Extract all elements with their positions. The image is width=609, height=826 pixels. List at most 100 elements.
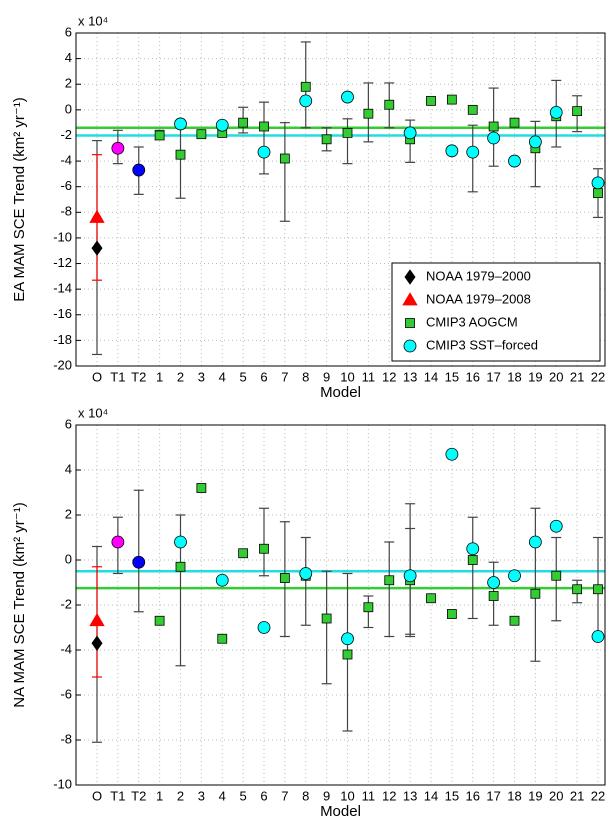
y-tick-label: -4 (60, 641, 72, 656)
data-point (215, 118, 229, 132)
x-tick-label: T1 (110, 369, 125, 384)
x-tick-label: 17 (486, 369, 500, 384)
data-point (549, 106, 563, 119)
data-point (257, 145, 271, 159)
data-point (508, 569, 521, 583)
data-point (89, 209, 105, 223)
x-tick-label: 5 (240, 788, 247, 803)
x-tick-label: 20 (549, 369, 563, 384)
data-point (509, 615, 520, 626)
x-tick-label: 22 (591, 788, 605, 803)
x-tick-label: 7 (281, 788, 288, 803)
plot-frame (75, 32, 606, 367)
error-bar (342, 118, 353, 165)
x-tick-label: 18 (507, 788, 521, 803)
legend-marker (403, 339, 417, 353)
data-point (279, 573, 290, 583)
x-tick-label: 4 (219, 369, 226, 384)
data-point (259, 121, 269, 132)
data-point (528, 135, 542, 149)
error-bar (467, 124, 478, 193)
x-tick-label: 8 (302, 788, 309, 803)
data-point (174, 117, 187, 131)
y-tick-label: 4 (65, 50, 72, 65)
data-point (426, 95, 436, 106)
x-tick-label: 1 (156, 788, 163, 803)
x-tick-label: 13 (403, 788, 417, 803)
x-tick-label: 11 (362, 788, 376, 803)
data-point (488, 121, 499, 132)
x-tick-label: 6 (260, 369, 267, 384)
y-tick-label: -2 (60, 127, 72, 142)
data-point (528, 535, 542, 549)
x-tick-label: 20 (549, 788, 563, 803)
y-tick-label: -10 (53, 229, 72, 244)
y-tick-label: -18 (53, 332, 72, 347)
y-tick-label: -2 (60, 596, 72, 611)
y-axis-label: NA MAM SCE Trend (km² yr⁻¹) (11, 502, 28, 707)
error-bar (530, 120, 541, 188)
error-bar (259, 507, 269, 577)
data-point (591, 176, 605, 190)
data-point (593, 188, 603, 198)
data-point (403, 126, 417, 140)
legend-marker (404, 269, 416, 285)
y-tick-label: 4 (65, 461, 72, 476)
data-point (572, 106, 583, 117)
data-point (175, 561, 186, 572)
data-point (572, 584, 583, 595)
x-tick-label: 4 (219, 788, 226, 803)
y-tick-label: 0 (65, 101, 72, 116)
data-point (238, 548, 249, 559)
x-tick-label: 14 (424, 788, 438, 803)
data-point (342, 127, 353, 138)
x-tick-label: O (92, 788, 102, 803)
data-point (426, 593, 436, 604)
data-point (384, 99, 395, 110)
data-point (342, 649, 353, 660)
x-tick-label: 6 (260, 788, 267, 803)
data-point (384, 575, 395, 586)
data-point (466, 542, 480, 556)
x-tick-label: 17 (486, 788, 500, 803)
y-tick-label: -4 (60, 153, 72, 168)
x-axis-label: Model (320, 803, 361, 820)
axis-multiplier: x 10⁴ (78, 405, 108, 420)
y-axis-label: EA MAM SCE Trend (km² yr⁻¹) (11, 97, 28, 302)
data-point (445, 144, 459, 158)
legend-label: NOAA 1979–2008 (426, 291, 531, 306)
x-tick-label: 14 (424, 369, 438, 384)
data-point (363, 108, 374, 119)
x-tick-label: T2 (131, 369, 146, 384)
y-tick-label: 2 (65, 506, 72, 521)
data-point (196, 129, 207, 140)
data-point (466, 145, 480, 159)
x-tick-label: T2 (131, 788, 146, 803)
legend-marker (402, 292, 418, 306)
x-tick-label: 10 (340, 369, 354, 384)
x-tick-label: 5 (240, 369, 247, 384)
x-tick-label: 2 (177, 369, 184, 384)
y-tick-label: -16 (53, 306, 72, 321)
x-axis-label: Model (320, 384, 361, 401)
data-point (591, 630, 605, 643)
data-point (238, 117, 249, 128)
plot-frame (75, 424, 606, 786)
x-tick-label: 22 (591, 369, 605, 384)
data-point (363, 602, 374, 613)
x-tick-label: 8 (302, 369, 309, 384)
data-point (487, 131, 501, 145)
data-point (551, 570, 562, 581)
x-tick-label: T1 (110, 788, 125, 803)
x-tick-label: 3 (198, 369, 205, 384)
data-point (299, 567, 313, 580)
data-point (175, 149, 186, 160)
y-tick-label: -8 (60, 731, 72, 746)
y-tick-label: -10 (53, 776, 72, 791)
data-point (196, 483, 207, 493)
y-tick-label: 6 (65, 24, 72, 39)
data-point (321, 613, 332, 624)
error-bar (467, 516, 478, 620)
data-point (446, 609, 457, 619)
